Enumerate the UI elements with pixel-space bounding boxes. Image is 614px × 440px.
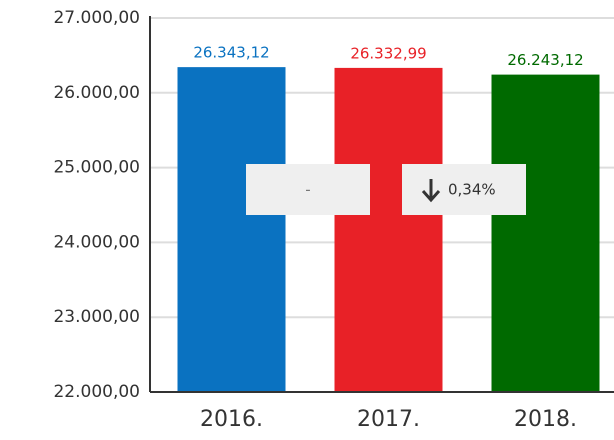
y-tick-label: 22.000,00 <box>53 382 140 402</box>
bar <box>491 74 600 392</box>
bar <box>177 67 286 393</box>
annotation: - <box>305 181 310 199</box>
x-tick-label: 2018. <box>514 407 577 432</box>
bar <box>334 67 443 393</box>
y-tick-label: 27.000,00 <box>53 8 140 28</box>
x-tick-label: 2016. <box>200 407 263 432</box>
y-tick-label: 26.000,00 <box>53 83 140 103</box>
y-tick-label: 24.000,00 <box>53 232 140 252</box>
value-label: 26.243,12 <box>507 51 583 69</box>
value-label: 26.343,12 <box>193 44 269 62</box>
value-label: 26.332,99 <box>350 44 426 62</box>
annotation-box <box>402 164 526 215</box>
x-tick-label: 2017. <box>357 407 420 432</box>
y-tick-label: 25.000,00 <box>53 158 140 178</box>
annotation: 0,34% <box>448 181 496 199</box>
annotation-box <box>246 164 370 215</box>
y-tick-label: 23.000,00 <box>53 307 140 327</box>
down-arrow-icon <box>421 179 441 203</box>
